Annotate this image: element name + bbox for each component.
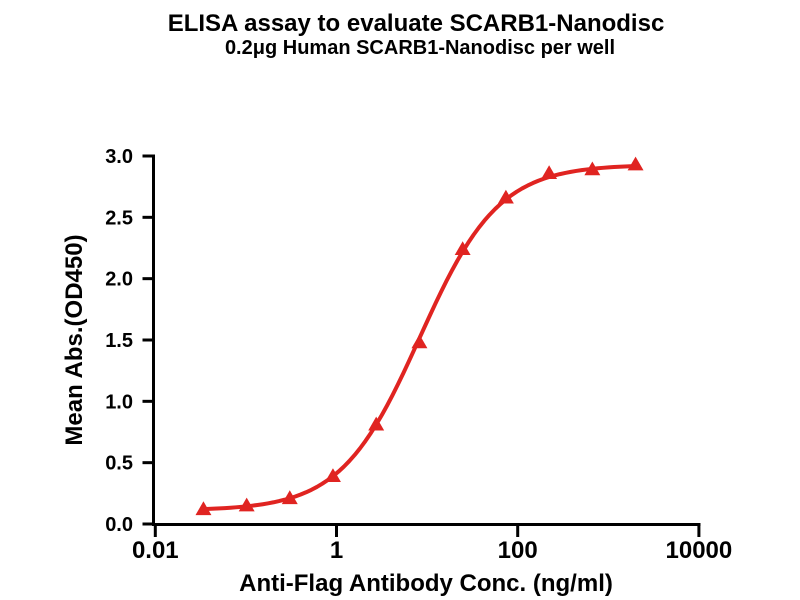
data-point-marker	[627, 156, 644, 171]
data-point-marker	[497, 189, 514, 204]
axes	[152, 154, 701, 526]
x-tick-label: 1	[330, 537, 343, 564]
dose-response-series	[195, 156, 644, 516]
y-axis-ticks: 0.0 0.5 1.0 1.5 2.0 2.5 3.0	[105, 146, 153, 536]
y-tick-label: 2.0	[105, 269, 133, 291]
data-point-marker	[541, 165, 558, 179]
data-point-marker	[454, 241, 471, 256]
data-point-marker	[238, 497, 255, 512]
data-point-marker	[584, 161, 601, 176]
x-tick-label: 100	[498, 537, 538, 564]
y-tick-label: 0.0	[105, 514, 133, 536]
x-axis-label: Anti-Flag Antibody Conc. (ng/ml)	[239, 570, 613, 597]
y-tick-label: 1.5	[105, 330, 133, 352]
x-axis-ticks: 0.01 1 100 10000	[132, 526, 732, 564]
chart-subtitle: 0.2μg Human SCARB1-Nanodisc per well	[225, 37, 615, 59]
y-tick-label: 2.5	[105, 207, 133, 229]
data-point-marker	[411, 334, 428, 349]
x-tick-label: 0.01	[132, 537, 179, 564]
data-point-marker	[195, 501, 212, 516]
chart-title: ELISA assay to evaluate SCARB1-Nanodisc	[168, 10, 665, 37]
data-point-marker	[368, 416, 385, 431]
y-tick-label: 0.5	[105, 453, 133, 475]
y-tick-label: 1.0	[105, 391, 133, 413]
y-tick-label: 3.0	[105, 146, 133, 168]
y-axis-label: Mean Abs.(OD450)	[61, 234, 88, 445]
data-point-marker	[324, 468, 341, 482]
x-tick-label: 10000	[666, 537, 733, 564]
data-point-marker	[281, 490, 298, 505]
